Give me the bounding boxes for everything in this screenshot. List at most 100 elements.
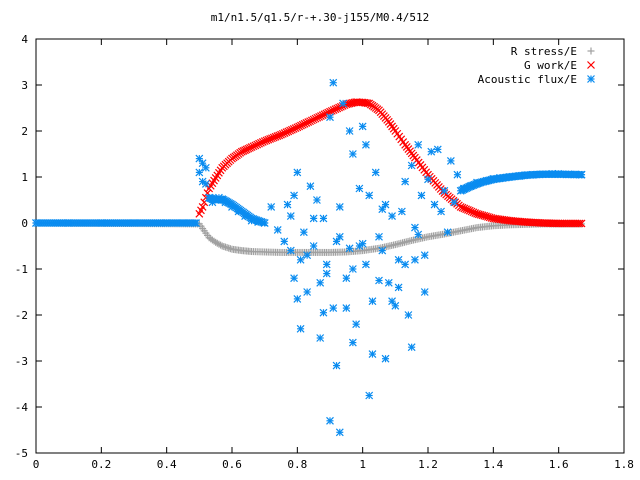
data-point [348, 150, 357, 158]
data-point [316, 334, 325, 342]
data-point [362, 260, 370, 269]
data-point [342, 304, 351, 313]
data-point [446, 156, 455, 165]
data-point [365, 191, 374, 200]
x-tick-label: 1.6 [549, 458, 569, 471]
axis-ticks: 0 0.2 0.4 0.6 0.8 1 1.2 1.4 1.6 1.8 4 3 2 1 0 -1 -2 -3 -4 -… [15, 33, 634, 471]
y-tick-label: 0 [21, 217, 28, 230]
data-point [577, 219, 586, 228]
data-point [362, 140, 370, 149]
data-point [162, 219, 171, 227]
data-point [577, 170, 586, 179]
legend-label: R stress/E [511, 45, 577, 58]
data-point [404, 311, 413, 319]
data-point [342, 274, 351, 283]
data-point [571, 219, 580, 228]
data-point [420, 288, 429, 296]
data-point [397, 207, 406, 216]
data-point [355, 184, 364, 193]
data-point [326, 416, 334, 425]
data-point [326, 113, 334, 122]
data-point [388, 297, 396, 306]
data-point [335, 232, 344, 241]
data-point [260, 219, 269, 227]
data-point [443, 228, 452, 237]
x-tick-label: 0.2 [91, 458, 111, 471]
data-point [309, 242, 318, 250]
data-point [303, 288, 312, 296]
data-point [195, 154, 204, 163]
data-point [286, 212, 295, 221]
data-point [201, 163, 210, 172]
data-point [293, 294, 302, 303]
data-point [306, 182, 315, 191]
data-point [440, 186, 449, 195]
data-point [352, 320, 361, 329]
x-tick-label: 0.6 [222, 458, 242, 471]
data-point [437, 207, 445, 216]
data-point [562, 219, 571, 228]
x-tick-label: 1.4 [483, 458, 503, 471]
data-point [552, 219, 561, 228]
data-point [280, 237, 289, 246]
data-point [378, 246, 387, 255]
data-point [319, 214, 328, 223]
data-point [293, 168, 302, 177]
data-point [303, 251, 312, 260]
y-tick-label: -4 [15, 401, 29, 414]
series-2 [32, 78, 586, 437]
data-point [332, 237, 341, 246]
data-point [391, 301, 400, 310]
data-point [401, 177, 410, 186]
data-point [198, 159, 207, 168]
data-point [381, 200, 390, 209]
data-point [414, 230, 423, 239]
y-tick-label: -3 [15, 355, 28, 368]
x-tick-label: 0.4 [157, 458, 177, 471]
data-point [316, 278, 325, 287]
data-point [322, 260, 331, 269]
data-point [560, 219, 569, 228]
data-point [329, 304, 338, 313]
data-point [97, 219, 106, 227]
data-point [319, 308, 328, 317]
data-point [375, 276, 383, 285]
data-point [335, 428, 344, 437]
data-point [411, 255, 419, 264]
data-point [313, 196, 321, 204]
data-point [64, 219, 73, 227]
y-tick-label: 3 [21, 79, 28, 92]
data-point [335, 202, 344, 211]
data-point [286, 246, 295, 255]
data-point [378, 205, 387, 214]
data-point [566, 219, 575, 228]
x-tick-label: 0.8 [287, 458, 307, 471]
data-point [332, 361, 341, 370]
data-point [575, 219, 584, 228]
data-point [384, 278, 393, 287]
legend-marker [587, 75, 595, 83]
data-point [424, 175, 432, 184]
x-tick-label: 1.8 [614, 458, 634, 471]
data-point [407, 343, 416, 352]
data-point [309, 214, 318, 223]
data-point [401, 260, 410, 269]
data-point [368, 350, 377, 359]
legend-label: Acoustic flux/E [478, 73, 577, 86]
legend-marker [587, 61, 595, 69]
plot-area-frame [35, 38, 625, 454]
data-point [195, 168, 204, 177]
data-point [417, 191, 426, 200]
data-point [365, 391, 374, 400]
data-point [568, 219, 576, 228]
data-point [362, 99, 370, 107]
data-point [394, 255, 403, 264]
series-0 [32, 219, 586, 256]
data-point [329, 78, 338, 87]
data-point [130, 219, 138, 227]
data-point [267, 202, 276, 211]
y-tick-label: 1 [21, 171, 28, 184]
data-point [388, 212, 396, 221]
